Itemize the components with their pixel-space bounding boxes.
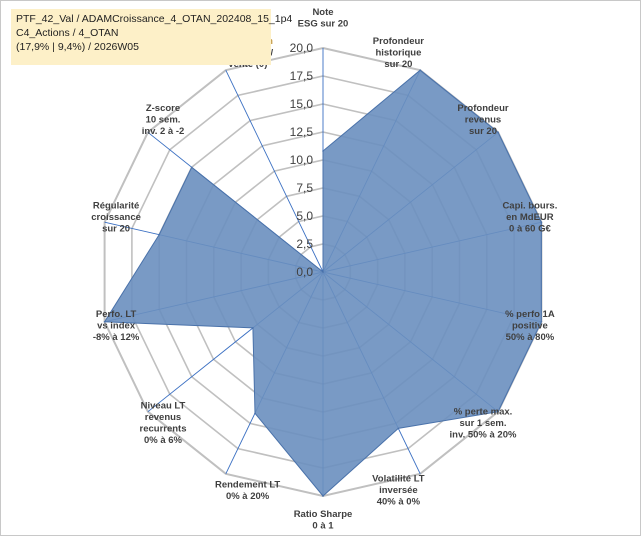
chart-title-line-1: PTF_42_Val / ADAMCroissance_4_OTAN_20240… — [16, 13, 293, 25]
tick-label-4: 10,0 — [290, 153, 314, 167]
axis-label-6-line-2: sur 1 sem. — [460, 418, 507, 429]
axis-label-5-line-2: positive — [512, 320, 548, 331]
axis-label-5-line-3: 50% à 80% — [506, 332, 555, 343]
axis-label-10-line-3: recurrents — [140, 424, 187, 435]
axis-label-10-line-4: 0% à 6% — [144, 435, 183, 446]
axis-label-1-line-2: ESG sur 20 — [298, 19, 349, 30]
data-point-14 — [322, 271, 324, 273]
axis-label-13-line-2: 10 sem. — [146, 115, 181, 126]
data-point-10 — [252, 327, 254, 329]
axis-label-4-line-3: 0 à 60 G€ — [509, 224, 551, 235]
axis-label-11-line-3: -8% à 12% — [93, 332, 140, 343]
axis-label-9-line-2: 0% à 20% — [226, 491, 270, 502]
tick-label-5: 12,5 — [290, 125, 314, 139]
axis-label-6-line-1: % perte max. — [454, 406, 513, 417]
axis-label-6-line-3: inv. 50% à 20% — [450, 429, 517, 440]
data-point-2 — [419, 69, 422, 71]
data-point-4 — [540, 221, 543, 223]
data-point-6 — [497, 410, 499, 413]
tick-label-1: 2,5 — [296, 237, 313, 251]
axis-spoke-14 — [225, 70, 324, 273]
data-point-3 — [497, 131, 499, 134]
axis-label-2-line-3: sur 20 — [384, 59, 412, 70]
axis-label-1-line-1: Note — [312, 7, 333, 18]
axis-label-4-line-1: Capi. bours. — [502, 201, 557, 212]
axis-label-4-line-2: en MdEUR — [506, 212, 554, 223]
data-point-8 — [322, 495, 324, 497]
axis-label-7-line-2: inversée — [379, 485, 418, 496]
chart-title-box: PTF_42_Val / ADAMCroissance_4_OTAN_20240… — [11, 9, 293, 65]
axis-label-5-line-1: % perfo 1A — [505, 309, 555, 320]
tick-label-8: 20,0 — [290, 41, 314, 55]
axis-label-12-line-3: sur 20 — [102, 224, 130, 235]
data-point-13 — [190, 166, 193, 169]
chart-title-line-3: (17,9% | 9,4%) / 2026W05 — [16, 41, 139, 53]
tick-label-6: 15,0 — [290, 97, 314, 111]
axis-label-8-line-1: Ratio Sharpe — [294, 509, 353, 520]
data-point-5 — [540, 321, 543, 323]
axis-label-13-line-1: Z-score — [146, 103, 180, 114]
axis-label-6: % perte max.sur 1 sem.inv. 50% à 20% — [450, 406, 517, 440]
axis-label-2-line-2: historique — [375, 47, 421, 58]
radial-tick-labels: 0,0 2,5 5,0 7,5 10,0 12,5 15,0 17,5 20,0 — [290, 41, 314, 279]
axis-label-12-line-1: Régularité — [93, 201, 139, 212]
data-point-7 — [397, 427, 400, 430]
axis-label-7-line-3: 40% à 0% — [377, 497, 421, 508]
axis-label-10-line-1: Niveau LT — [141, 401, 186, 412]
data-point-9 — [254, 412, 256, 415]
axis-label-12-line-2: croissance — [91, 212, 141, 223]
tick-label-2: 5,0 — [296, 209, 313, 223]
tick-label-0: 0,0 — [296, 265, 313, 279]
axis-label-10-line-2: revenus — [145, 412, 181, 423]
axis-label-7-line-1: Volatilité LT — [372, 474, 425, 485]
axis-label-9: Rendement LT0% à 20% — [215, 479, 280, 502]
axis-label-13-line-3: inv. 2 à -2 — [142, 126, 185, 137]
data-point-11 — [103, 321, 106, 323]
data-point-12 — [158, 233, 160, 236]
chart-title-line-2: C4_Actions / 4_OTAN — [16, 27, 119, 39]
tick-label-3: 7,5 — [296, 181, 313, 195]
data-point-1 — [322, 150, 324, 152]
axis-label-3-line-3: sur 20 — [469, 126, 497, 137]
radar-series — [103, 69, 543, 497]
axis-label-9-line-1: Rendement LT — [215, 479, 280, 490]
axis-label-3-line-1: Profondeur — [457, 103, 508, 114]
axis-label-2-line-1: Profondeur — [373, 36, 424, 47]
axis-label-3-line-2: revenus — [465, 115, 501, 126]
tick-label-7: 17,5 — [290, 69, 314, 83]
axis-label-8-line-2: 0 à 1 — [312, 521, 334, 532]
axis-label-11-line-1: Perfo. LT — [96, 309, 137, 320]
axis-label-11-line-2: vs index — [97, 320, 136, 331]
